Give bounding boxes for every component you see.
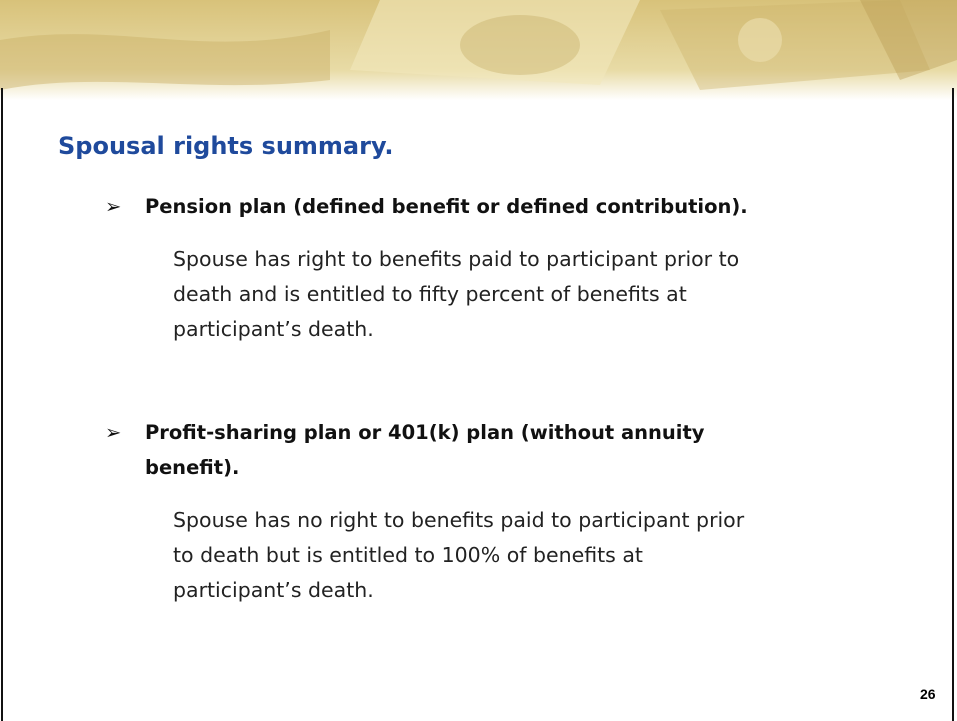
slide-title: Spousal rights summary.: [58, 132, 394, 160]
bullet-item: ➢Pension plan (defined benefit or define…: [105, 189, 865, 347]
bullet-heading: Pension plan (defined benefit or defined…: [145, 189, 748, 224]
slide: Spousal rights summary. ➢Pension plan (d…: [0, 0, 957, 721]
page-number: 26: [920, 686, 936, 702]
bullet-arrow: ➢: [105, 189, 145, 224]
banner-image: [0, 0, 957, 100]
bullet-body: Spouse has right to benefits paid to par…: [173, 242, 763, 347]
bullet-heading: Profit-sharing plan or 401(k) plan (with…: [145, 415, 785, 485]
bullet-item: ➢Profit-sharing plan or 401(k) plan (wit…: [105, 415, 865, 608]
bullet-body: Spouse has no right to benefits paid to …: [173, 503, 763, 608]
bullet-arrow: ➢: [105, 415, 145, 485]
slide-frame: [1, 88, 954, 721]
